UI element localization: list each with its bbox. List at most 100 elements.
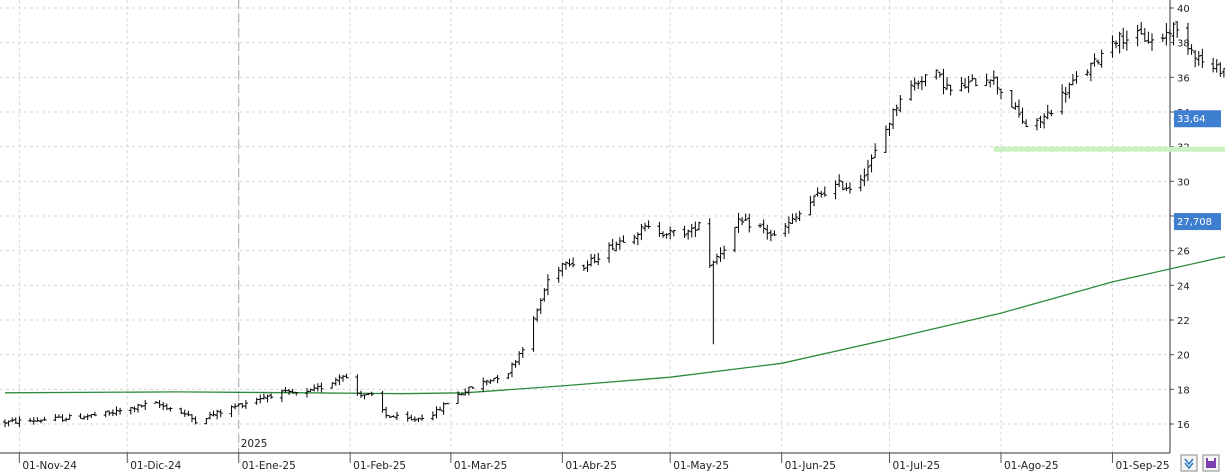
y-tick-label: 22 [1177,316,1190,327]
ohlc-bar [714,253,719,265]
x-tick-label: 01-Dic-24 [130,460,181,472]
ohlc-bar [621,235,626,243]
ohlc-bar [585,260,590,273]
x-tick-label: 01-Ago-25 [1004,460,1059,472]
ohlc-bar [358,390,363,399]
ohlc-bar [1214,59,1219,73]
ohlc-bar [819,190,824,198]
save-icon[interactable] [1202,454,1220,472]
expand-icon-chevron [1184,458,1194,466]
ohlc-bar [840,181,845,191]
ohlc-bar [1034,118,1039,131]
x-tick-label: 01-Jul-25 [893,460,941,472]
ohlc-bar [668,226,673,240]
ohlc-bar [718,247,723,262]
ohlc-bar [916,80,921,90]
ohlc-bar [995,76,1000,95]
ohlc-bar [844,182,849,192]
ohlc-bar [837,174,842,188]
grid-group: 1618202224262830323436384001-Nov-2401-Di… [0,0,1190,472]
ohlc-bar [484,379,489,386]
ohlc-bar [207,411,212,420]
ohlc-bar [682,225,687,238]
ohlc-bar [492,377,497,382]
ohlc-bar [333,377,338,386]
ohlc-bar [495,374,500,384]
ohlc-bar [531,316,536,352]
ohlc-bar [808,195,813,216]
ohlc-bar [265,394,270,403]
badge-label: 33,64 [1177,114,1206,125]
expand-icon-chevron [1184,462,1194,470]
year-label: 2025 [241,438,268,450]
ohlc-bar [481,377,486,392]
ohlc-bar [812,195,817,207]
ohlc-bar [1096,59,1101,65]
ohlc-bar [330,382,335,389]
ohlc-bar [1193,50,1198,68]
ohlc-bar [394,411,399,421]
ohlc-bar [1200,48,1205,69]
expand-icon[interactable] [1180,454,1198,472]
ohlc-bar [103,410,108,418]
ohlc-bar [747,213,752,233]
ohlc-bar [236,403,241,407]
save-icon-body [1206,458,1216,468]
ohlc-bar [1009,89,1014,108]
ohlc-bar [243,400,248,409]
ohlc-bar [660,231,665,238]
ohlc-bar [959,77,964,92]
ohlc-bar [1110,35,1115,58]
ohlc-bar [768,229,773,242]
ohlc-bar [1038,115,1043,128]
ohlc-bar [761,219,766,234]
ohlc-bar [869,154,874,173]
ohlc-bar [1117,31,1122,54]
value-badge: 33,64 [1173,110,1221,128]
ohlc-bar [538,298,543,315]
ohlc-bar [294,391,299,396]
ohlc-bar [1045,104,1050,120]
ohlc-bar [998,88,1003,100]
ohlc-bar [772,230,777,237]
ohlc-bar [556,266,561,283]
ohlc-bar [114,406,119,416]
ohlc-bar [941,68,946,95]
x-tick-label: 01-Abr-25 [565,460,617,472]
y-tick-label: 24 [1177,281,1190,292]
ohlc-bar [894,104,899,117]
ohlc-bar [459,393,464,396]
ohlc-bar [118,407,123,415]
ohlc-bar [445,402,450,405]
ohlc-bar [786,216,791,234]
ohlc-bar [571,257,576,268]
ohlc-bar [154,401,159,404]
ohlc-bar [643,222,648,232]
ohlc-bar [858,174,863,192]
ohlc-bar [923,73,928,87]
ohlc-bar [984,73,989,86]
x-tick-label: 01-May-25 [673,460,729,472]
ohlc-bar [369,391,374,397]
ohlc-bar [1099,49,1104,68]
ohlc-bar [412,416,417,422]
ohlc-bar [506,373,511,380]
value-badge: 27,708 [1173,213,1221,231]
y-tick-label: 36 [1177,73,1190,84]
x-tick-label: 01-Jun-25 [785,460,836,472]
ohlc-bar [535,308,540,322]
ohlc-bar [143,399,148,410]
ohlc-bar [794,212,799,223]
ohlc-bar [632,234,637,245]
ohlc-bar [470,386,475,389]
toolbar-icons [1180,454,1220,472]
ohlc-bar [1218,62,1223,77]
ohlc-bar [610,238,615,251]
y-tick-label: 20 [1177,351,1190,362]
ohlc-bar [1042,113,1047,129]
ohlc-bar [319,382,324,393]
ohlc-bar [17,416,22,428]
ohlc-bar [873,143,878,159]
save-icon-label [1208,458,1214,461]
